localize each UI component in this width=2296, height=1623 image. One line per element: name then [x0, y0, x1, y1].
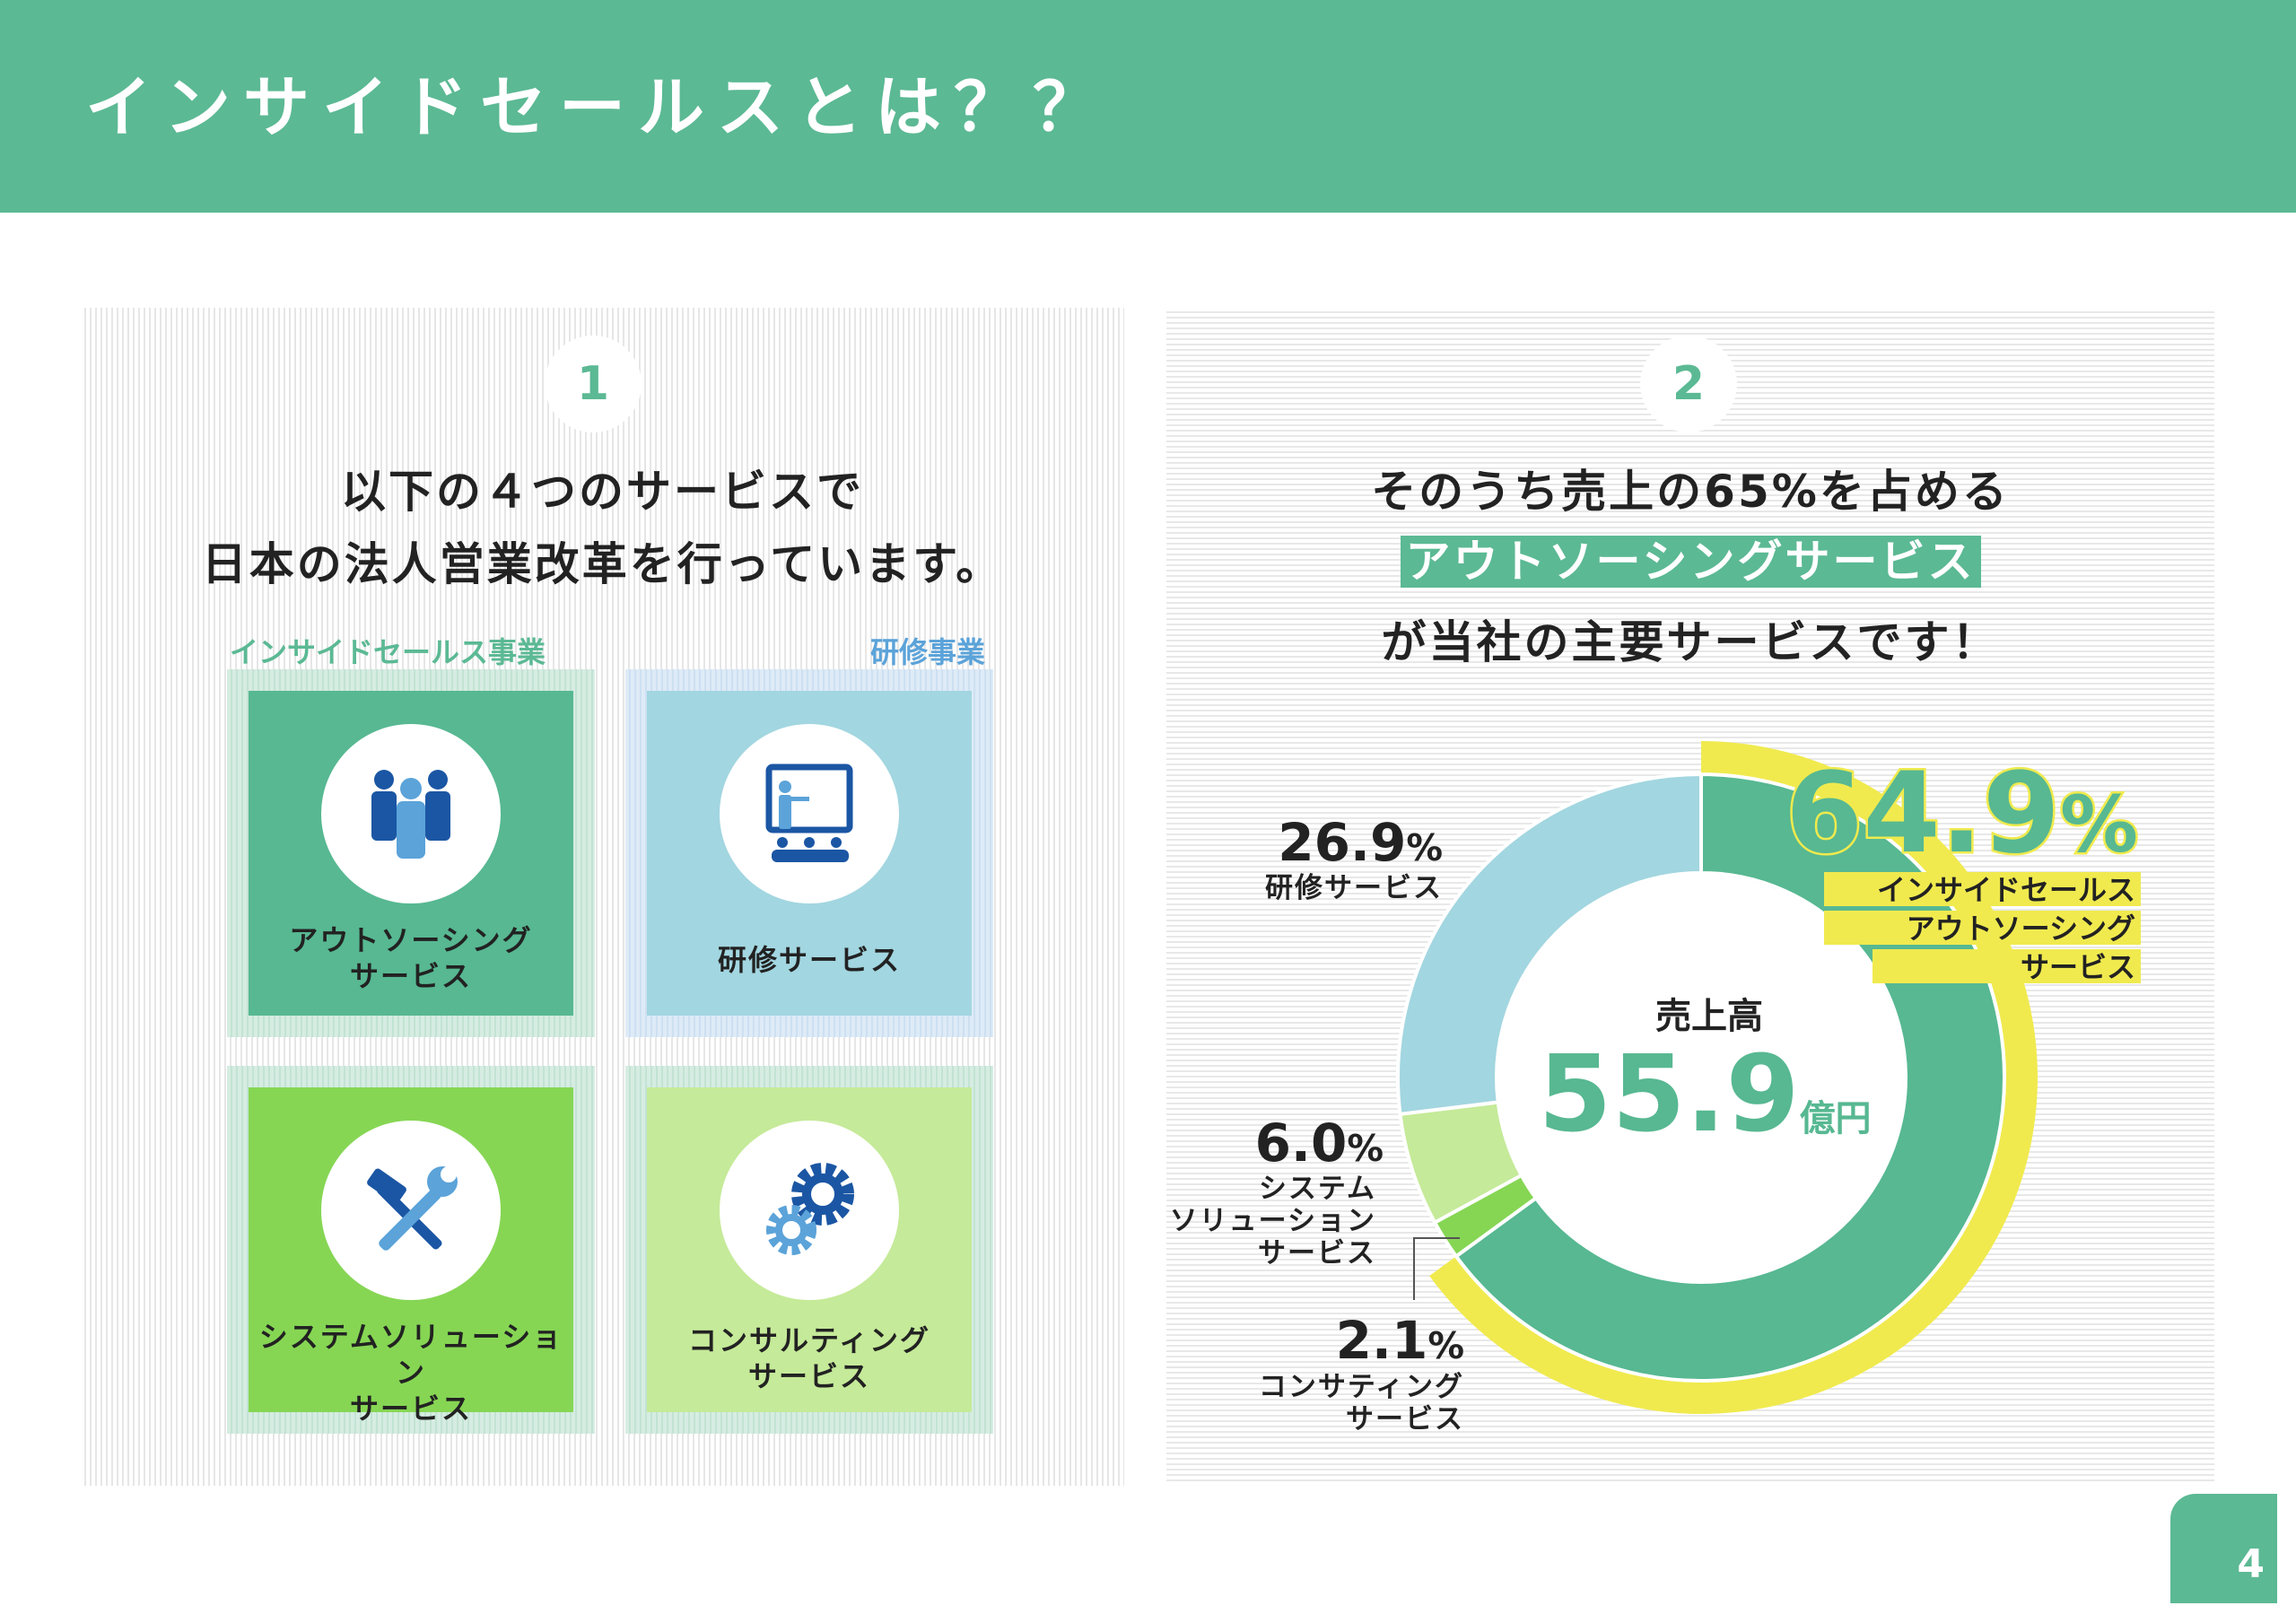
step-number-1: 1 — [545, 336, 642, 432]
card-outsourcing: アウトソーシング サービス — [227, 669, 595, 1037]
category-inside-sales: インサイドセールス事業 — [230, 635, 546, 669]
card-label: コンサルティング サービス — [687, 1323, 931, 1393]
card-label: 研修サービス — [717, 943, 901, 977]
page-title: インサイドセールスとは？？ — [85, 69, 1112, 146]
donut-hole — [1498, 875, 1904, 1280]
step-number-2: 2 — [1640, 336, 1737, 432]
label-outsourcing-line1: インサイドセールス — [1824, 872, 2141, 907]
card-consulting: コンサルティング サービス — [625, 1066, 993, 1434]
services-heading-line2: 日本の法人営業改革を行っています。 — [201, 538, 1004, 590]
label-outsourcing-line2: アウトソーシング — [1824, 911, 2141, 946]
label-consulting-percent: 2.1% — [1335, 1310, 1464, 1371]
donut-slice-3 — [1396, 772, 1703, 1117]
sales-heading-line3: が当社の主要サービスです！ — [1381, 616, 2000, 668]
card-system-solution: システムソリューション サービス — [227, 1066, 595, 1434]
gears-icon — [720, 1121, 899, 1300]
card-label: アウトソーシング サービス — [289, 923, 533, 993]
page-number: 4 — [2170, 1494, 2277, 1603]
label-training-percent: 26.9% — [1278, 812, 1443, 873]
category-training: 研修事業 — [869, 635, 985, 669]
services-heading-line1: 以下の４つのサービスで — [341, 466, 864, 518]
sales-heading-line1: そのうち売上の65%を占める — [1371, 466, 2010, 518]
label-system-percent: 6.0% — [1254, 1113, 1384, 1174]
center-label: 売上高 — [1655, 996, 1763, 1037]
presentation-icon — [720, 724, 899, 903]
label-training-name: 研修サービス — [1265, 872, 1443, 904]
header-bar: インサイドセールスとは？？ — [0, 0, 2296, 213]
people-group-icon — [321, 724, 501, 903]
label-system-name: システム ソリューション サービス — [1169, 1173, 1376, 1270]
sales-heading-highlight: アウトソーシングサービス — [1400, 536, 1981, 588]
label-outsourcing-line3: サービス — [1873, 949, 2141, 984]
card-label: システムソリューション サービス — [258, 1320, 563, 1426]
center-value: 55.9億円 — [1538, 1032, 1872, 1156]
label-outsourcing-percent: 64.9% — [1784, 747, 2141, 881]
label-consulting-name: コンサティング サービス — [1258, 1371, 1464, 1435]
sales-heading-highlight-row: アウトソーシングサービス — [1166, 526, 2214, 590]
tools-icon — [321, 1121, 501, 1300]
leader-line-consulting — [1413, 1237, 1460, 1300]
card-training: 研修サービス — [625, 669, 993, 1037]
